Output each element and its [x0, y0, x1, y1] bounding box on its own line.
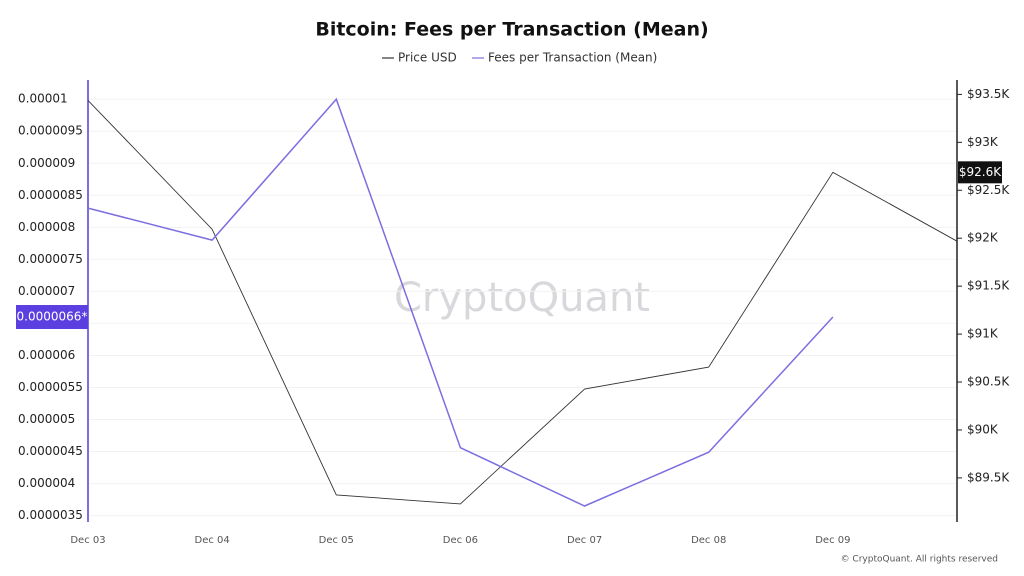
x-tick-label: Dec 06 — [443, 535, 478, 546]
y2-tick-label: $92.5K — [967, 183, 1010, 197]
series-line — [87, 97, 834, 507]
y2-tick-label: $89.5K — [967, 470, 1010, 484]
y-tick-label: 0.000008 — [18, 220, 75, 234]
value-label: $92.6K — [959, 165, 1002, 179]
y2-tick-label: $91K — [967, 327, 999, 341]
y2-tick-label: $93K — [967, 135, 999, 149]
y-tick-label: 0.0000075 — [18, 252, 83, 266]
y2-tick-label: $92K — [967, 231, 999, 245]
y-tick-label: 0.000007 — [18, 284, 75, 298]
series-line — [87, 100, 958, 505]
watermark: CryptoQuant — [394, 275, 650, 321]
x-tick-label: Dec 08 — [691, 535, 726, 546]
y2-tick-label: $90K — [967, 422, 999, 436]
y2-tick-label: $90.5K — [967, 375, 1010, 389]
y2-tick-label: $91.5K — [967, 279, 1010, 293]
y-tick-label: 0.000005 — [18, 412, 75, 426]
value-badge — [16, 305, 88, 330]
legend-label: Price USD — [398, 51, 457, 65]
value-badge — [958, 161, 1002, 184]
y-tick-label: 0.0000085 — [18, 188, 83, 202]
y-tick-label: 0.0000055 — [18, 380, 83, 394]
x-tick-label: Dec 05 — [319, 535, 354, 546]
chart-title: Bitcoin: Fees per Transaction (Mean) — [315, 19, 708, 41]
legend-label: Fees per Transaction (Mean) — [488, 51, 657, 65]
x-tick-label: Dec 04 — [195, 535, 230, 546]
value-label: 0.0000066* — [17, 310, 88, 324]
y-tick-label: 0.0000035 — [18, 508, 83, 522]
y-tick-label: 0.000004 — [18, 476, 75, 490]
x-tick-label: Dec 09 — [815, 535, 850, 546]
y-tick-label: 0.000009 — [18, 156, 75, 170]
y2-tick-label: $93.5K — [967, 87, 1010, 101]
x-tick-label: Dec 07 — [567, 535, 602, 546]
y-tick-label: 0.0000095 — [18, 124, 83, 138]
y-tick-label: 0.0000045 — [18, 444, 83, 458]
x-tick-label: Dec 03 — [70, 535, 105, 546]
copyright: © CryptoQuant. All rights reserved — [841, 555, 998, 565]
y-tick-label: 0.000006 — [18, 348, 75, 362]
y-tick-label: 0.00001 — [18, 92, 68, 106]
